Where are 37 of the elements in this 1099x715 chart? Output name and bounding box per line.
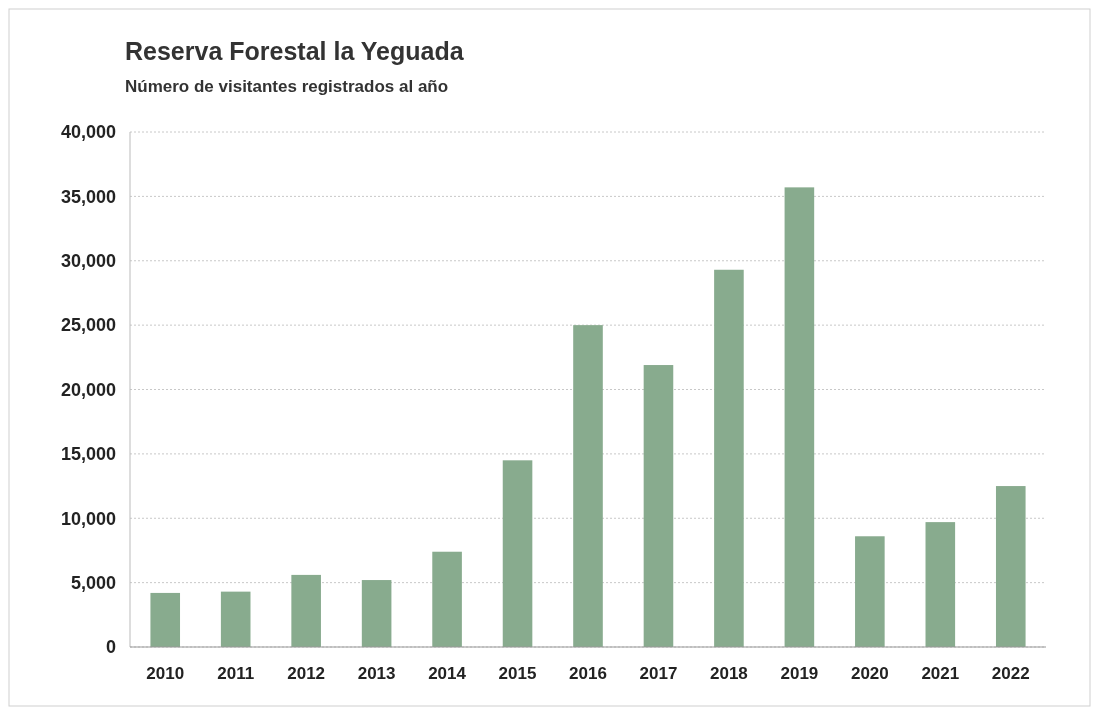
bar bbox=[502, 460, 533, 647]
y-tick-label: 30,000 bbox=[60, 251, 116, 272]
chart-subtitle: Número de visitantes registrados al año bbox=[125, 77, 449, 96]
bar bbox=[150, 592, 181, 647]
y-tick-label: 0 bbox=[105, 637, 116, 658]
bar bbox=[220, 591, 251, 647]
y-tick-label: 20,000 bbox=[60, 379, 116, 400]
bar bbox=[432, 551, 462, 647]
bar bbox=[714, 269, 744, 647]
x-tick-label: 2012 bbox=[287, 664, 326, 683]
bar bbox=[855, 536, 885, 647]
x-tick-label: 2016 bbox=[569, 664, 607, 683]
bar bbox=[995, 486, 1026, 647]
x-tick-label: 2011 bbox=[217, 664, 255, 683]
bar bbox=[361, 580, 392, 647]
x-tick-label: 2018 bbox=[710, 664, 748, 683]
bar bbox=[573, 325, 603, 647]
x-tick-label: 2021 bbox=[921, 664, 960, 683]
bar bbox=[925, 522, 956, 647]
x-tick-label: 2022 bbox=[991, 664, 1030, 683]
x-tick-label: 2014 bbox=[428, 664, 467, 683]
y-tick-label: 40,000 bbox=[60, 122, 116, 143]
x-tick-label: 2015 bbox=[498, 664, 537, 683]
x-tick-label: 2019 bbox=[780, 664, 819, 683]
x-tick-label: 2013 bbox=[357, 664, 396, 683]
x-tick-label: 2020 bbox=[850, 664, 889, 683]
y-tick-label: 25,000 bbox=[60, 315, 116, 336]
y-tick-label: 10,000 bbox=[60, 508, 116, 529]
bar bbox=[643, 365, 674, 647]
x-tick-label: 2010 bbox=[146, 664, 185, 683]
y-tick-label: 35,000 bbox=[60, 186, 116, 207]
bar bbox=[291, 574, 321, 647]
x-tick-label: 2017 bbox=[639, 664, 678, 683]
y-tick-label: 5,000 bbox=[70, 572, 116, 593]
chart-title: Reserva Forestal la Yeguada bbox=[125, 37, 465, 65]
bar bbox=[784, 187, 815, 647]
y-tick-label: 15,000 bbox=[60, 444, 116, 465]
